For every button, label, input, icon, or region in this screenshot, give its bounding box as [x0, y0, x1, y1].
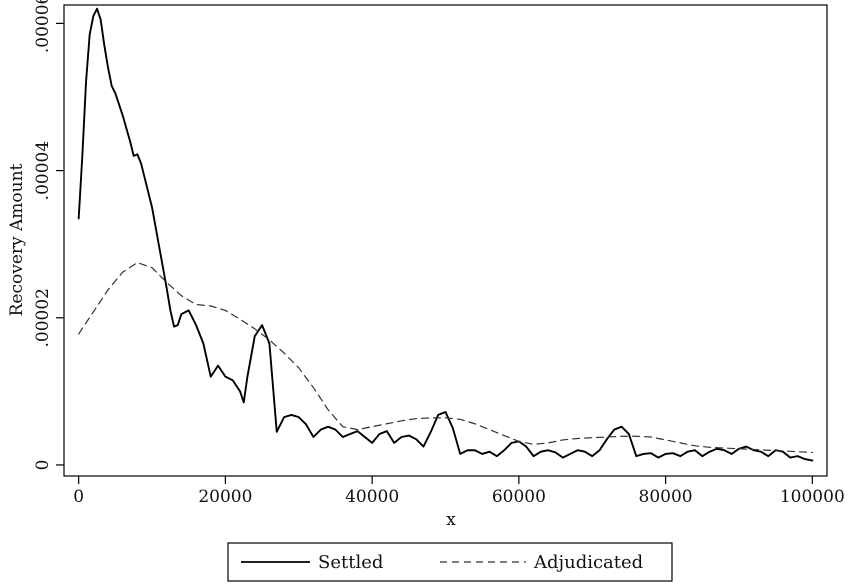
y-tick-label: .00002: [33, 288, 53, 347]
y-axis: 0 .00002 .00004 .00006: [33, 0, 64, 470]
series-line-settled: [77, 7, 814, 462]
legend: Settled Adjudicated: [227, 542, 673, 582]
x-tick-label: 60000: [492, 487, 546, 507]
y-tick-label: .00004: [33, 141, 53, 200]
series-line-adjudicated: [78, 261, 813, 454]
series-layer: [77, 7, 814, 462]
x-axis-title: x: [446, 510, 456, 530]
x-axis: 0 20000 40000 60000 80000 100000: [73, 476, 845, 507]
x-tick-label: 40000: [345, 487, 399, 507]
legend-box: [227, 542, 673, 582]
x-tick-label: 100000: [780, 487, 845, 507]
legend-label-settled: Settled: [318, 552, 383, 573]
y-tick-label: .00006: [33, 0, 53, 53]
y-tick-label: 0: [33, 460, 53, 471]
legend-label-adjudicated: Adjudicated: [533, 552, 643, 573]
x-tick-label: 80000: [639, 487, 693, 507]
x-tick-label: 0: [73, 487, 84, 507]
y-axis-title: Recovery Amount: [7, 163, 27, 316]
plot-frame: [63, 4, 828, 477]
x-tick-label: 20000: [198, 487, 252, 507]
